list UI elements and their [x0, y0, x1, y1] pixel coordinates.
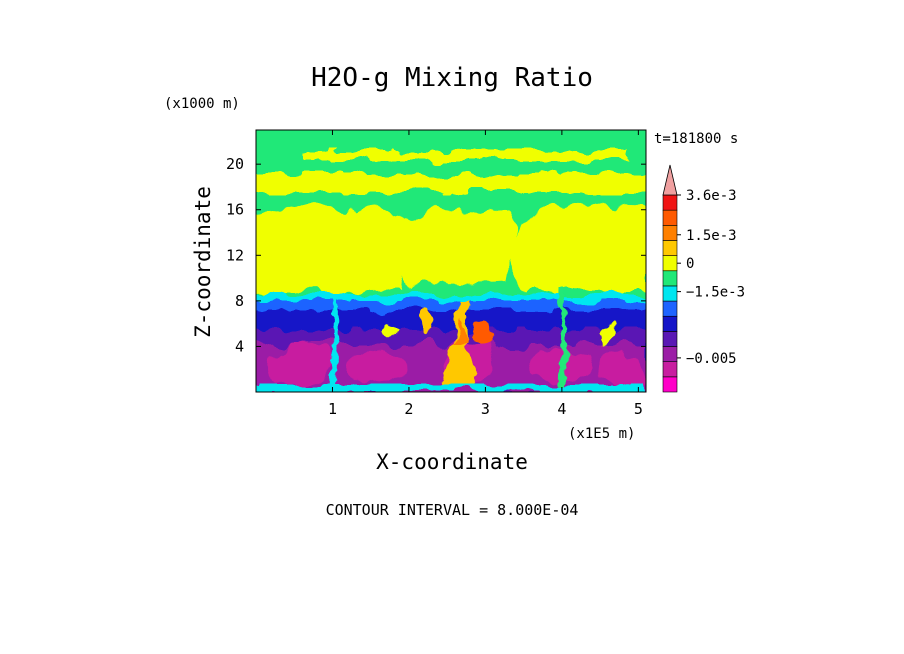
- contour-interval-label: CONTOUR INTERVAL = 8.000E-04: [326, 501, 579, 519]
- y-tick-label: 4: [235, 337, 244, 355]
- colorbar-tick-label: −0.005: [686, 351, 737, 367]
- colorbar-segment: [662, 346, 678, 362]
- colorbar-segment: [662, 194, 678, 211]
- colorbar-segment: [662, 376, 678, 393]
- plumes: [330, 290, 615, 392]
- colorbar-extend-arrow: [662, 164, 678, 196]
- colorbar-tick-label: 1.5e-3: [686, 228, 737, 244]
- contour-field: [256, 130, 646, 392]
- colorbar-segment: [662, 315, 678, 332]
- colorbar-segment: [662, 270, 678, 287]
- colorbar-segment: [662, 240, 678, 256]
- plot-frame: [255, 129, 647, 393]
- x-tick-label: 2: [404, 400, 413, 418]
- upper-band: [256, 150, 646, 193]
- x-tick-label: 1: [328, 400, 337, 418]
- x-axis-label: X-coordinate: [376, 450, 528, 474]
- colorbar-segment: [662, 209, 678, 226]
- y-axis-ticks: 4 8 12 16 20: [226, 155, 646, 355]
- y-tick-label: 16: [226, 201, 244, 219]
- y-unit-label: (x1000 m): [164, 96, 240, 112]
- colorbar-segment: [662, 300, 678, 317]
- colorbar-segment: [662, 285, 678, 302]
- colorbar: 3.6e-3 1.5e-3 0 −1.5e-3 −0.005: [662, 164, 745, 393]
- colorbar-tick-label: 0: [686, 256, 694, 272]
- colorbar-tick-label: −1.5e-3: [686, 285, 745, 301]
- x-axis-ticks: 1 2 3 4 5: [328, 130, 643, 418]
- colorbar-segment: [662, 255, 678, 272]
- colorbar-segment: [662, 361, 678, 378]
- y-axis-label: Z-coordinate: [191, 186, 215, 338]
- time-label: t=181800 s: [654, 131, 738, 147]
- chart-title: H2O-g Mixing Ratio: [311, 63, 593, 93]
- y-tick-label: 20: [226, 155, 244, 173]
- colorbar-segment: [662, 331, 678, 347]
- x-tick-label: 3: [481, 400, 490, 418]
- colorbar-segment: [662, 225, 678, 241]
- x-tick-label: 5: [634, 400, 643, 418]
- surface-band: [256, 384, 646, 392]
- x-tick-label: 4: [557, 400, 566, 418]
- colorbar-tick-label: 3.6e-3: [686, 188, 737, 204]
- mid-yellow-region: [256, 203, 646, 292]
- x-unit-label: (x1E5 m): [568, 426, 635, 442]
- y-tick-label: 12: [226, 246, 244, 264]
- y-tick-label: 8: [235, 292, 244, 310]
